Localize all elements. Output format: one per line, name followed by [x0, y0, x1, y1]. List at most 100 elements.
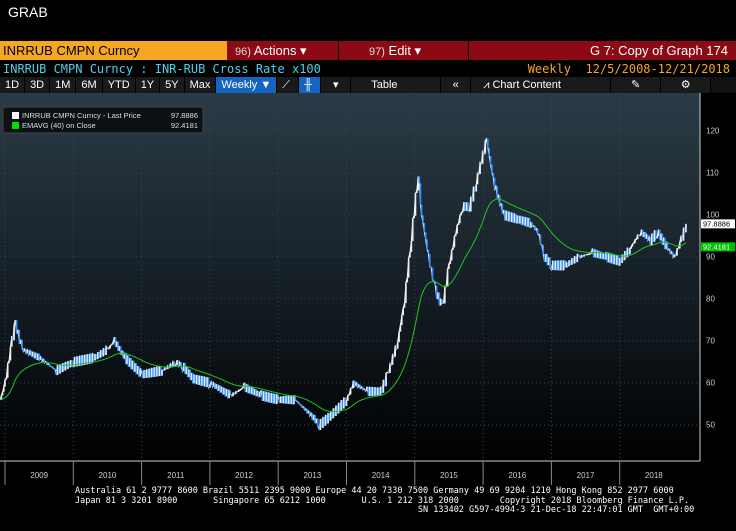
period-3d[interactable]: 3D	[25, 77, 51, 93]
candle	[248, 385, 251, 394]
candle	[444, 286, 446, 304]
candle	[136, 366, 139, 375]
candle	[635, 239, 638, 241]
candle	[268, 392, 270, 403]
candle	[375, 387, 378, 396]
candle	[303, 406, 306, 410]
candle	[680, 235, 682, 243]
candle	[122, 350, 125, 359]
edit-menu[interactable]: 97) Edit ▾	[339, 41, 469, 60]
candle	[329, 411, 332, 421]
candle	[249, 385, 252, 395]
candle	[344, 397, 346, 407]
candle	[276, 394, 278, 405]
candle	[457, 223, 460, 226]
period-max[interactable]: Max	[184, 77, 217, 93]
candle	[515, 213, 517, 224]
chart-content-icon: ⩘	[483, 79, 493, 91]
candle	[52, 367, 55, 369]
candle	[484, 140, 487, 154]
line-chart-icon[interactable]: ⟋	[277, 77, 300, 93]
candle	[189, 369, 192, 381]
ticker-field[interactable]: INRRUB CMPN Curncy	[0, 41, 227, 60]
price-chart[interactable]: 50 60 70 80 90 100 110 120 2009 2010 2011 2012 2013 2…	[0, 93, 736, 485]
footer: Australia 61 2 9777 8600 Brazil 5511 239…	[75, 486, 694, 516]
x-tick-label: 2010	[99, 471, 117, 480]
candle	[277, 394, 279, 397]
candle	[91, 353, 94, 364]
candle	[394, 346, 396, 357]
period-1d[interactable]: 1D	[0, 77, 26, 93]
candle	[657, 229, 660, 236]
graph-title: G 7: Copy of Graph 174	[589, 43, 728, 58]
candle	[598, 250, 601, 259]
candlestick-icon[interactable]: ╫	[299, 77, 322, 93]
candle	[586, 254, 588, 256]
candle	[206, 377, 209, 388]
candle	[439, 299, 442, 306]
candle	[353, 380, 356, 387]
candle	[302, 406, 304, 408]
candle	[508, 211, 510, 222]
candle	[68, 361, 71, 368]
candle	[27, 349, 30, 355]
candle	[660, 233, 662, 241]
actions-menu[interactable]: 96) Actions ▾	[227, 41, 339, 60]
candle	[286, 395, 289, 404]
collapse-button[interactable]: «	[441, 77, 472, 93]
candle	[416, 190, 418, 194]
candle	[513, 213, 516, 223]
candle	[135, 363, 138, 375]
candle	[205, 376, 207, 388]
candle	[670, 251, 673, 254]
x-tick-label: 2018	[645, 471, 663, 480]
candle	[640, 229, 643, 236]
candle	[264, 391, 266, 402]
period-ytd[interactable]: YTD	[102, 77, 136, 93]
chart-content-button[interactable]: ⩘ Chart Content	[471, 77, 612, 93]
chart-type-dropdown[interactable]: ▾	[321, 77, 352, 93]
candle	[378, 387, 381, 396]
x-tick-label: 2016	[508, 471, 526, 480]
candle	[565, 262, 568, 268]
candle	[328, 412, 331, 421]
last-price-badge-text: 97.8886	[703, 220, 730, 229]
candle	[433, 279, 435, 282]
period-1m[interactable]: 1M	[50, 77, 77, 93]
candle	[387, 372, 390, 374]
candle	[345, 400, 348, 407]
candle	[674, 254, 677, 256]
settings-gear-icon[interactable]: ⚙	[661, 77, 712, 93]
candle	[530, 222, 532, 228]
candle	[450, 249, 453, 261]
candle	[143, 370, 145, 379]
candle	[363, 388, 366, 390]
candle	[186, 366, 189, 378]
candle	[289, 395, 291, 405]
annotate-icon[interactable]: ✎	[611, 77, 662, 93]
candle	[197, 375, 199, 385]
candle	[318, 426, 320, 431]
candle	[314, 414, 316, 424]
candle	[461, 211, 464, 213]
candle	[495, 186, 497, 190]
candle	[224, 387, 227, 397]
candle	[202, 376, 205, 387]
table-button[interactable]: Table	[351, 77, 442, 93]
candle	[588, 253, 591, 255]
period-5y[interactable]: 5Y	[160, 77, 185, 93]
candle	[489, 155, 492, 165]
candle	[381, 386, 383, 393]
candle	[184, 362, 186, 375]
candle	[164, 367, 166, 371]
period-1y[interactable]: 1Y	[135, 77, 161, 93]
candle	[106, 346, 109, 349]
candle	[13, 324, 15, 341]
candle	[587, 254, 590, 256]
period-6m[interactable]: 6M	[76, 77, 103, 93]
candle	[636, 234, 639, 240]
candle	[442, 303, 445, 305]
candle	[283, 396, 286, 404]
frequency-dropdown[interactable]: Weekly ▼	[216, 77, 278, 93]
candle	[352, 380, 355, 389]
